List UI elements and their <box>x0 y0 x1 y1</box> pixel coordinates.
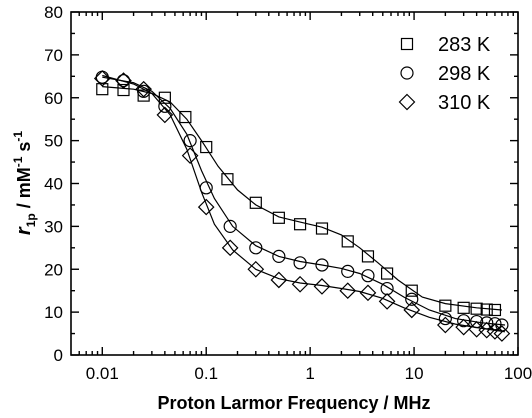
data-point-283k <box>380 267 394 280</box>
data-point-310k <box>313 278 331 295</box>
legend-marker-283k <box>400 37 414 51</box>
data-point-283k <box>457 301 470 314</box>
data-point-283k <box>439 299 452 312</box>
data-point-283k <box>158 91 171 104</box>
y-tick-label: 50 <box>44 132 63 151</box>
y-tick-label: 60 <box>44 89 63 108</box>
y-axis-label-s: s <box>14 142 34 157</box>
x-axis-label: Proton Larmor Frequency / MHz <box>157 393 430 413</box>
data-point-298k <box>438 311 452 326</box>
data-point-283k <box>315 222 329 235</box>
y-tick-label: 10 <box>44 303 63 322</box>
data-point-310k <box>221 239 239 257</box>
data-point-298k <box>223 219 237 233</box>
data-point-283k <box>293 218 307 231</box>
data-point-310k <box>247 260 265 278</box>
data-point-298k <box>272 249 286 263</box>
data-markers <box>93 70 511 342</box>
y-axis-label-sub: 1p <box>24 213 38 227</box>
x-tick-label: 0.01 <box>86 364 119 383</box>
data-point-310k <box>403 301 421 319</box>
x-tick-label: 10 <box>405 364 424 383</box>
data-point-283k <box>480 303 493 316</box>
data-point-310k <box>93 70 111 87</box>
y-tick-label: 80 <box>44 3 63 22</box>
data-point-283k <box>470 302 483 315</box>
data-point-310k <box>437 316 454 334</box>
y-axis-label-mid: / mM <box>14 167 34 213</box>
x-tick-label: 0.1 <box>194 364 218 383</box>
x-tick-label: 100 <box>504 364 532 383</box>
data-point-283k <box>272 211 285 224</box>
data-point-283k <box>361 250 375 263</box>
data-point-298k <box>405 292 419 306</box>
data-point-298k <box>293 256 307 270</box>
data-point-310k <box>486 323 504 340</box>
data-point-310k <box>181 147 199 164</box>
data-point-298k <box>199 181 213 195</box>
data-point-310k <box>339 282 357 300</box>
data-point-283k <box>341 235 354 248</box>
data-point-310k <box>270 271 288 289</box>
legend-label-283k: 283 K <box>438 34 491 56</box>
data-point-310k <box>455 318 473 336</box>
y-axis-label-r: r <box>13 226 35 235</box>
data-point-310k <box>378 293 396 310</box>
data-point-310k <box>359 284 377 302</box>
data-point-310k <box>493 325 511 342</box>
data-point-283k <box>249 196 262 209</box>
data-point-298k <box>480 316 494 330</box>
y-axis-label: r1p / mM-1 s-1 <box>11 131 38 236</box>
data-point-298k <box>488 317 502 331</box>
data-point-298k <box>158 99 172 113</box>
y-tick-label: 40 <box>44 175 63 194</box>
y-tick-label: 0 <box>54 346 63 365</box>
data-point-283k <box>200 140 213 154</box>
data-point-298k <box>457 314 471 328</box>
data-point-283k <box>488 303 502 317</box>
data-point-283k <box>405 284 418 297</box>
data-point-298k <box>361 269 375 283</box>
axis-ticks: 0.01 0.1 1 10 100 0 10 20 30 40 50 60 70 80 <box>44 3 532 383</box>
data-point-298k <box>341 264 355 278</box>
data-point-298k <box>380 281 394 296</box>
y-tick-label: 20 <box>44 260 63 279</box>
fit-line-298k <box>102 76 506 326</box>
data-point-298k <box>116 73 131 88</box>
legend-label-298k: 298 K <box>438 63 491 85</box>
data-point-298k <box>249 241 263 255</box>
data-point-310k <box>156 106 174 124</box>
y-axis-label-sup2: -1 <box>11 131 25 142</box>
legend-marker-298k <box>400 66 414 80</box>
data-point-298k <box>315 258 329 272</box>
data-point-283k <box>221 173 234 186</box>
legend: 283 K 298 K 310 K <box>398 34 491 114</box>
fit-line-283k <box>102 86 502 311</box>
data-point-298k <box>183 134 197 148</box>
y-tick-label: 70 <box>44 46 63 65</box>
data-point-310k <box>115 72 132 89</box>
y-axis-label-sup1: -1 <box>11 156 25 167</box>
data-point-310k <box>291 275 309 293</box>
y-tick-label: 30 <box>44 217 63 236</box>
data-point-283k <box>137 89 150 102</box>
data-point-310k <box>468 320 485 338</box>
fit-line-310k <box>102 74 506 333</box>
legend-label-310k: 310 K <box>438 92 491 114</box>
data-point-298k <box>470 314 484 329</box>
x-tick-label: 1 <box>305 364 314 383</box>
legend-marker-310k <box>398 93 416 111</box>
data-point-310k <box>135 80 152 98</box>
data-point-283k <box>117 83 130 97</box>
data-point-310k <box>197 198 215 216</box>
fit-curves <box>102 74 506 333</box>
data-point-283k <box>179 110 192 124</box>
